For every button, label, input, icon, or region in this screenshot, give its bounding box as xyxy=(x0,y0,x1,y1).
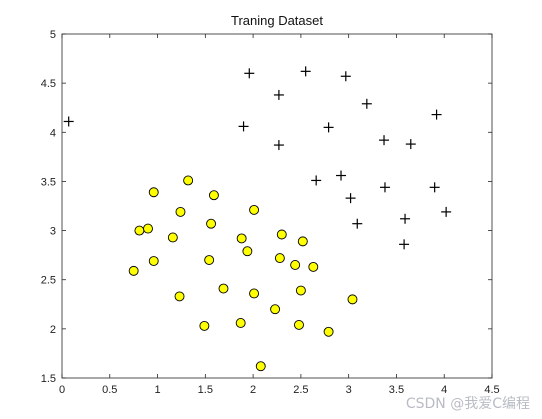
data-point-circle xyxy=(218,283,229,294)
data-point-circle xyxy=(274,253,285,264)
data-point-plus xyxy=(379,182,390,193)
data-point-plus xyxy=(273,140,284,151)
data-point-plus xyxy=(429,182,440,193)
data-point-plus xyxy=(345,193,356,204)
data-points xyxy=(63,66,452,372)
data-point-plus xyxy=(63,116,74,127)
data-point-circle xyxy=(308,261,319,272)
plot-area xyxy=(61,33,493,379)
x-tick-label: 0.5 xyxy=(102,384,117,396)
data-point-circle xyxy=(174,291,185,302)
data-point-plus xyxy=(340,71,351,82)
x-tick-label: 3.5 xyxy=(389,384,404,396)
data-point-plus xyxy=(238,121,249,132)
data-point-plus xyxy=(441,206,452,217)
data-point-circle xyxy=(235,318,246,328)
data-point-circle xyxy=(175,206,186,217)
watermark-text: CSDN @我爱C编程 xyxy=(405,396,530,412)
data-point-plus xyxy=(323,122,334,133)
data-point-circle xyxy=(255,361,266,372)
x-tick-label: 4.5 xyxy=(484,384,499,396)
data-point-circle xyxy=(128,265,139,276)
data-point-circle xyxy=(295,285,306,296)
x-tick-label: 3 xyxy=(346,384,352,396)
data-point-circle xyxy=(236,233,247,244)
data-point-circle xyxy=(143,223,153,234)
data-point-circle xyxy=(148,256,159,266)
data-point-plus xyxy=(300,66,311,77)
x-tick-label: 1 xyxy=(154,384,160,396)
data-point-circle xyxy=(276,229,287,240)
data-point-circle xyxy=(249,288,260,299)
data-point-plus xyxy=(352,218,363,229)
data-point-plus xyxy=(273,89,284,100)
data-point-circle xyxy=(347,294,358,305)
x-tick-label: 4 xyxy=(441,384,447,396)
data-point-circle xyxy=(134,225,145,236)
data-point-circle xyxy=(270,304,281,315)
data-point-plus xyxy=(361,98,372,109)
data-point-circle xyxy=(208,190,219,201)
chart-title: Traning Dataset xyxy=(231,13,323,28)
y-tick-label: 5 xyxy=(50,29,56,41)
x-tick-label: 1.5 xyxy=(198,384,213,396)
data-point-circle xyxy=(242,246,253,257)
y-tick-label: 1.5 xyxy=(41,373,56,385)
x-tick-label: 0 xyxy=(59,384,65,396)
data-point-plus xyxy=(405,139,416,150)
data-point-circle xyxy=(206,218,217,229)
axis-ticks: 0 0.5 1 1.5 2 2.5 3 3.5 4 4.5 1.5 2 2.5 3 3.5 4 4.5 5 xyxy=(41,29,500,396)
x-tick-label: 2 xyxy=(250,384,256,396)
y-tick-label: 4.5 xyxy=(41,78,56,90)
y-tick-label: 3.5 xyxy=(41,176,56,188)
data-point-plus xyxy=(379,135,390,146)
data-point-circle xyxy=(148,187,159,198)
data-point-plus xyxy=(311,175,322,186)
data-point-circle xyxy=(199,320,210,331)
y-tick-label: 2 xyxy=(50,324,56,336)
data-point-circle xyxy=(167,232,178,243)
x-tick-label: 2.5 xyxy=(293,384,308,396)
y-tick-label: 4 xyxy=(50,127,56,139)
data-point-circle xyxy=(183,175,194,186)
y-tick-label: 2.5 xyxy=(41,275,56,287)
data-point-circle xyxy=(294,319,304,330)
y-tick-label: 3 xyxy=(50,226,56,238)
data-point-plus xyxy=(400,213,411,224)
data-point-plus xyxy=(431,109,442,120)
data-point-circle xyxy=(323,326,334,337)
data-point-plus xyxy=(244,68,255,79)
data-point-plus xyxy=(399,239,410,250)
data-point-plus xyxy=(336,170,347,181)
data-point-circle xyxy=(204,255,215,266)
data-point-circle xyxy=(249,204,260,215)
data-point-circle xyxy=(290,260,301,270)
data-point-circle xyxy=(297,236,308,247)
